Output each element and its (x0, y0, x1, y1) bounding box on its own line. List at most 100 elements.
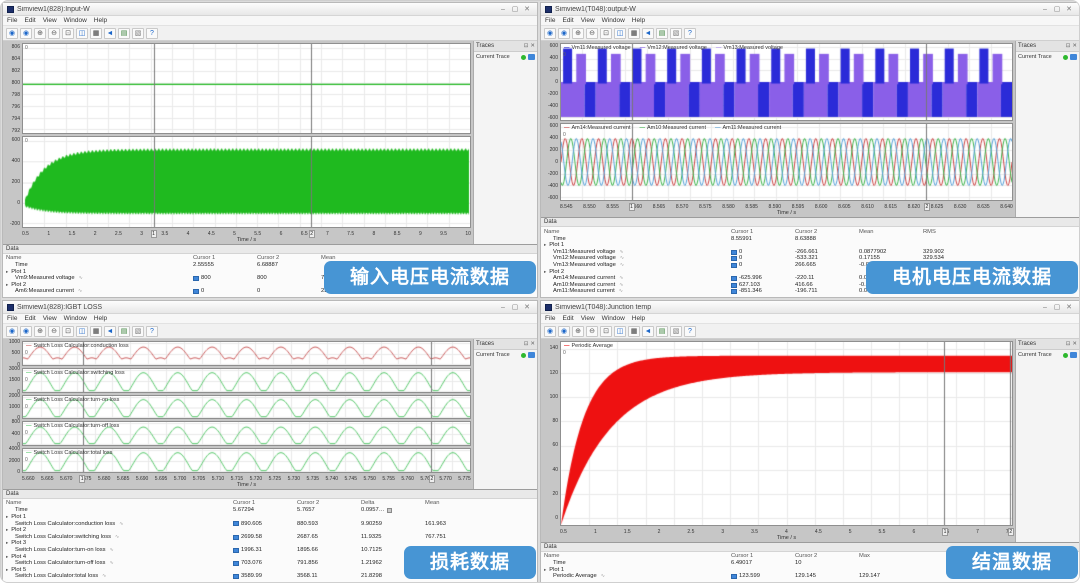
display-mode-icon[interactable]: ▦ (628, 325, 640, 337)
plot-area[interactable]: — Switch Loss Calculator:total loss 0 (22, 448, 471, 473)
snapshot-icon[interactable]: ◉ (20, 325, 32, 337)
menu-edit[interactable]: Edit (562, 315, 574, 322)
table-row[interactable]: ▸ Plot 5 (3, 567, 537, 574)
menu-file[interactable]: File (7, 17, 18, 24)
trace-visible-icon[interactable] (521, 352, 526, 358)
cursor-left-icon[interactable]: ◄ (642, 325, 654, 337)
dock-icon[interactable]: ⊡ (523, 43, 529, 49)
probe-cursor-icon[interactable]: ◉ (6, 27, 18, 39)
close-button[interactable]: ✕ (1066, 304, 1072, 311)
trace-color-chip[interactable] (528, 54, 535, 60)
menu-edit[interactable]: Edit (24, 17, 36, 24)
close-button[interactable]: ✕ (524, 304, 530, 311)
dock-icon[interactable]: ⊡ (1065, 43, 1071, 49)
snapshot-icon[interactable]: ◉ (558, 27, 570, 39)
snapshot-icon[interactable]: ◉ (20, 27, 32, 39)
table-row[interactable]: ▸ Plot 4 (3, 554, 537, 561)
trace-item[interactable]: Current Trace (1016, 350, 1079, 360)
table-row[interactable]: ▸ Plot 1 (3, 269, 537, 276)
export-image-icon[interactable]: ▧ (132, 27, 144, 39)
table-row[interactable]: Time 5.67294 5.7657 0.0957… (3, 507, 537, 514)
zoom-out-icon[interactable]: ⊖ (48, 27, 60, 39)
probe-cursor-icon[interactable]: ◉ (6, 325, 18, 337)
titlebar[interactable]: Simview1(828):IGBT LOSS – ▢ ✕ (3, 301, 537, 314)
maximize-button[interactable]: ▢ (1053, 6, 1061, 13)
expand-icon[interactable]: ▸ (6, 540, 9, 546)
menu-window[interactable]: Window (63, 17, 87, 24)
zoom-out-icon[interactable]: ⊖ (586, 27, 598, 39)
table-row[interactable]: Periodic Average ∿ 123.599 129.145 129.147 (541, 573, 1079, 580)
menu-view[interactable]: View (580, 17, 595, 24)
export-image-icon[interactable]: ▧ (670, 325, 682, 337)
save-trace-icon[interactable]: ▤ (656, 27, 668, 39)
table-row[interactable]: Time 6.49017 10 (541, 560, 1079, 567)
plot-layout-icon[interactable]: ◫ (76, 27, 88, 39)
display-mode-icon[interactable]: ▦ (90, 27, 102, 39)
export-image-icon[interactable]: ▧ (132, 325, 144, 337)
table-row[interactable]: ▸ Plot 2 (541, 269, 1079, 276)
menu-window[interactable]: Window (601, 315, 625, 322)
close-icon[interactable]: ✕ (530, 341, 535, 347)
trace-item[interactable]: Current Trace (474, 350, 537, 360)
export-image-icon[interactable]: ▧ (670, 27, 682, 39)
trace-item[interactable]: Current Trace (1016, 52, 1079, 62)
expand-icon[interactable]: ▸ (6, 514, 9, 520)
cursor-left-icon[interactable]: ◄ (642, 27, 654, 39)
trace-item[interactable]: Current Trace (474, 52, 537, 62)
maximize-button[interactable]: ▢ (1053, 304, 1061, 311)
expand-icon[interactable]: ▸ (544, 566, 547, 572)
expand-icon[interactable]: ▸ (544, 268, 547, 274)
zoom-fit-icon[interactable]: ⊡ (600, 27, 612, 39)
table-row[interactable]: Time 8.55991 8.63888 (541, 236, 1079, 243)
menu-help[interactable]: Help (93, 315, 108, 322)
probe-cursor-icon[interactable]: ◉ (544, 325, 556, 337)
zoom-fit-icon[interactable]: ⊡ (62, 27, 74, 39)
table-row[interactable]: Vm11:Measured voltage ∿ 0 -266.661 0.0877902… (541, 249, 1079, 256)
snapshot-icon[interactable]: ◉ (558, 325, 570, 337)
menu-view[interactable]: View (580, 315, 595, 322)
zoom-fit-icon[interactable]: ⊡ (600, 325, 612, 337)
menu-help[interactable]: Help (631, 17, 646, 24)
display-mode-icon[interactable]: ▦ (628, 27, 640, 39)
plot-area[interactable]: 0 (22, 136, 471, 228)
menu-edit[interactable]: Edit (24, 315, 36, 322)
menu-file[interactable]: File (545, 17, 556, 24)
save-trace-icon[interactable]: ▤ (118, 325, 130, 337)
dock-icon[interactable]: ⊡ (523, 341, 529, 347)
close-icon[interactable]: ✕ (1072, 341, 1077, 347)
plot-layout-icon[interactable]: ◫ (614, 325, 626, 337)
close-icon[interactable]: ✕ (1072, 43, 1077, 49)
menu-help[interactable]: Help (93, 17, 108, 24)
menu-view[interactable]: View (42, 315, 57, 322)
help-icon[interactable]: ? (684, 27, 696, 39)
help-icon[interactable]: ? (684, 325, 696, 337)
expand-icon[interactable]: ▸ (6, 268, 9, 274)
menu-file[interactable]: File (7, 315, 18, 322)
expand-icon[interactable]: ▸ (544, 242, 547, 248)
save-trace-icon[interactable]: ▤ (118, 27, 130, 39)
display-mode-icon[interactable]: ▦ (90, 325, 102, 337)
plot-area[interactable]: — Switch Loss Calculator:turn-on loss 0 (22, 394, 471, 420)
zoom-in-icon[interactable]: ⊕ (34, 325, 46, 337)
table-row[interactable]: ▸ Plot 1 (541, 242, 1079, 249)
zoom-fit-icon[interactable]: ⊡ (62, 325, 74, 337)
expand-icon[interactable]: ▸ (6, 553, 9, 559)
menu-window[interactable]: Window (601, 17, 625, 24)
plot-layout-icon[interactable]: ◫ (614, 27, 626, 39)
close-button[interactable]: ✕ (524, 6, 530, 13)
plot-area[interactable]: — Am14:Measured current — Am10:Measured cur… (560, 123, 1013, 202)
cursor-left-icon[interactable]: ◄ (104, 325, 116, 337)
table-row[interactable]: ▸ Plot 3 (3, 540, 537, 547)
dock-icon[interactable]: ⊡ (1065, 341, 1071, 347)
titlebar[interactable]: Simview1(828):Input-W – ▢ ✕ (3, 3, 537, 16)
menu-file[interactable]: File (545, 315, 556, 322)
table-row[interactable]: ▸ Plot 2 (3, 282, 537, 289)
expand-icon[interactable]: ▸ (6, 281, 9, 287)
trace-visible-icon[interactable] (1063, 352, 1068, 358)
plot-layout-icon[interactable]: ◫ (76, 325, 88, 337)
table-row[interactable]: Switch Loss Calculator:conduction loss ∿ 8… (3, 521, 537, 528)
expand-icon[interactable]: ▸ (6, 566, 9, 572)
save-trace-icon[interactable]: ▤ (656, 325, 668, 337)
probe-cursor-icon[interactable]: ◉ (544, 27, 556, 39)
menu-window[interactable]: Window (63, 315, 87, 322)
